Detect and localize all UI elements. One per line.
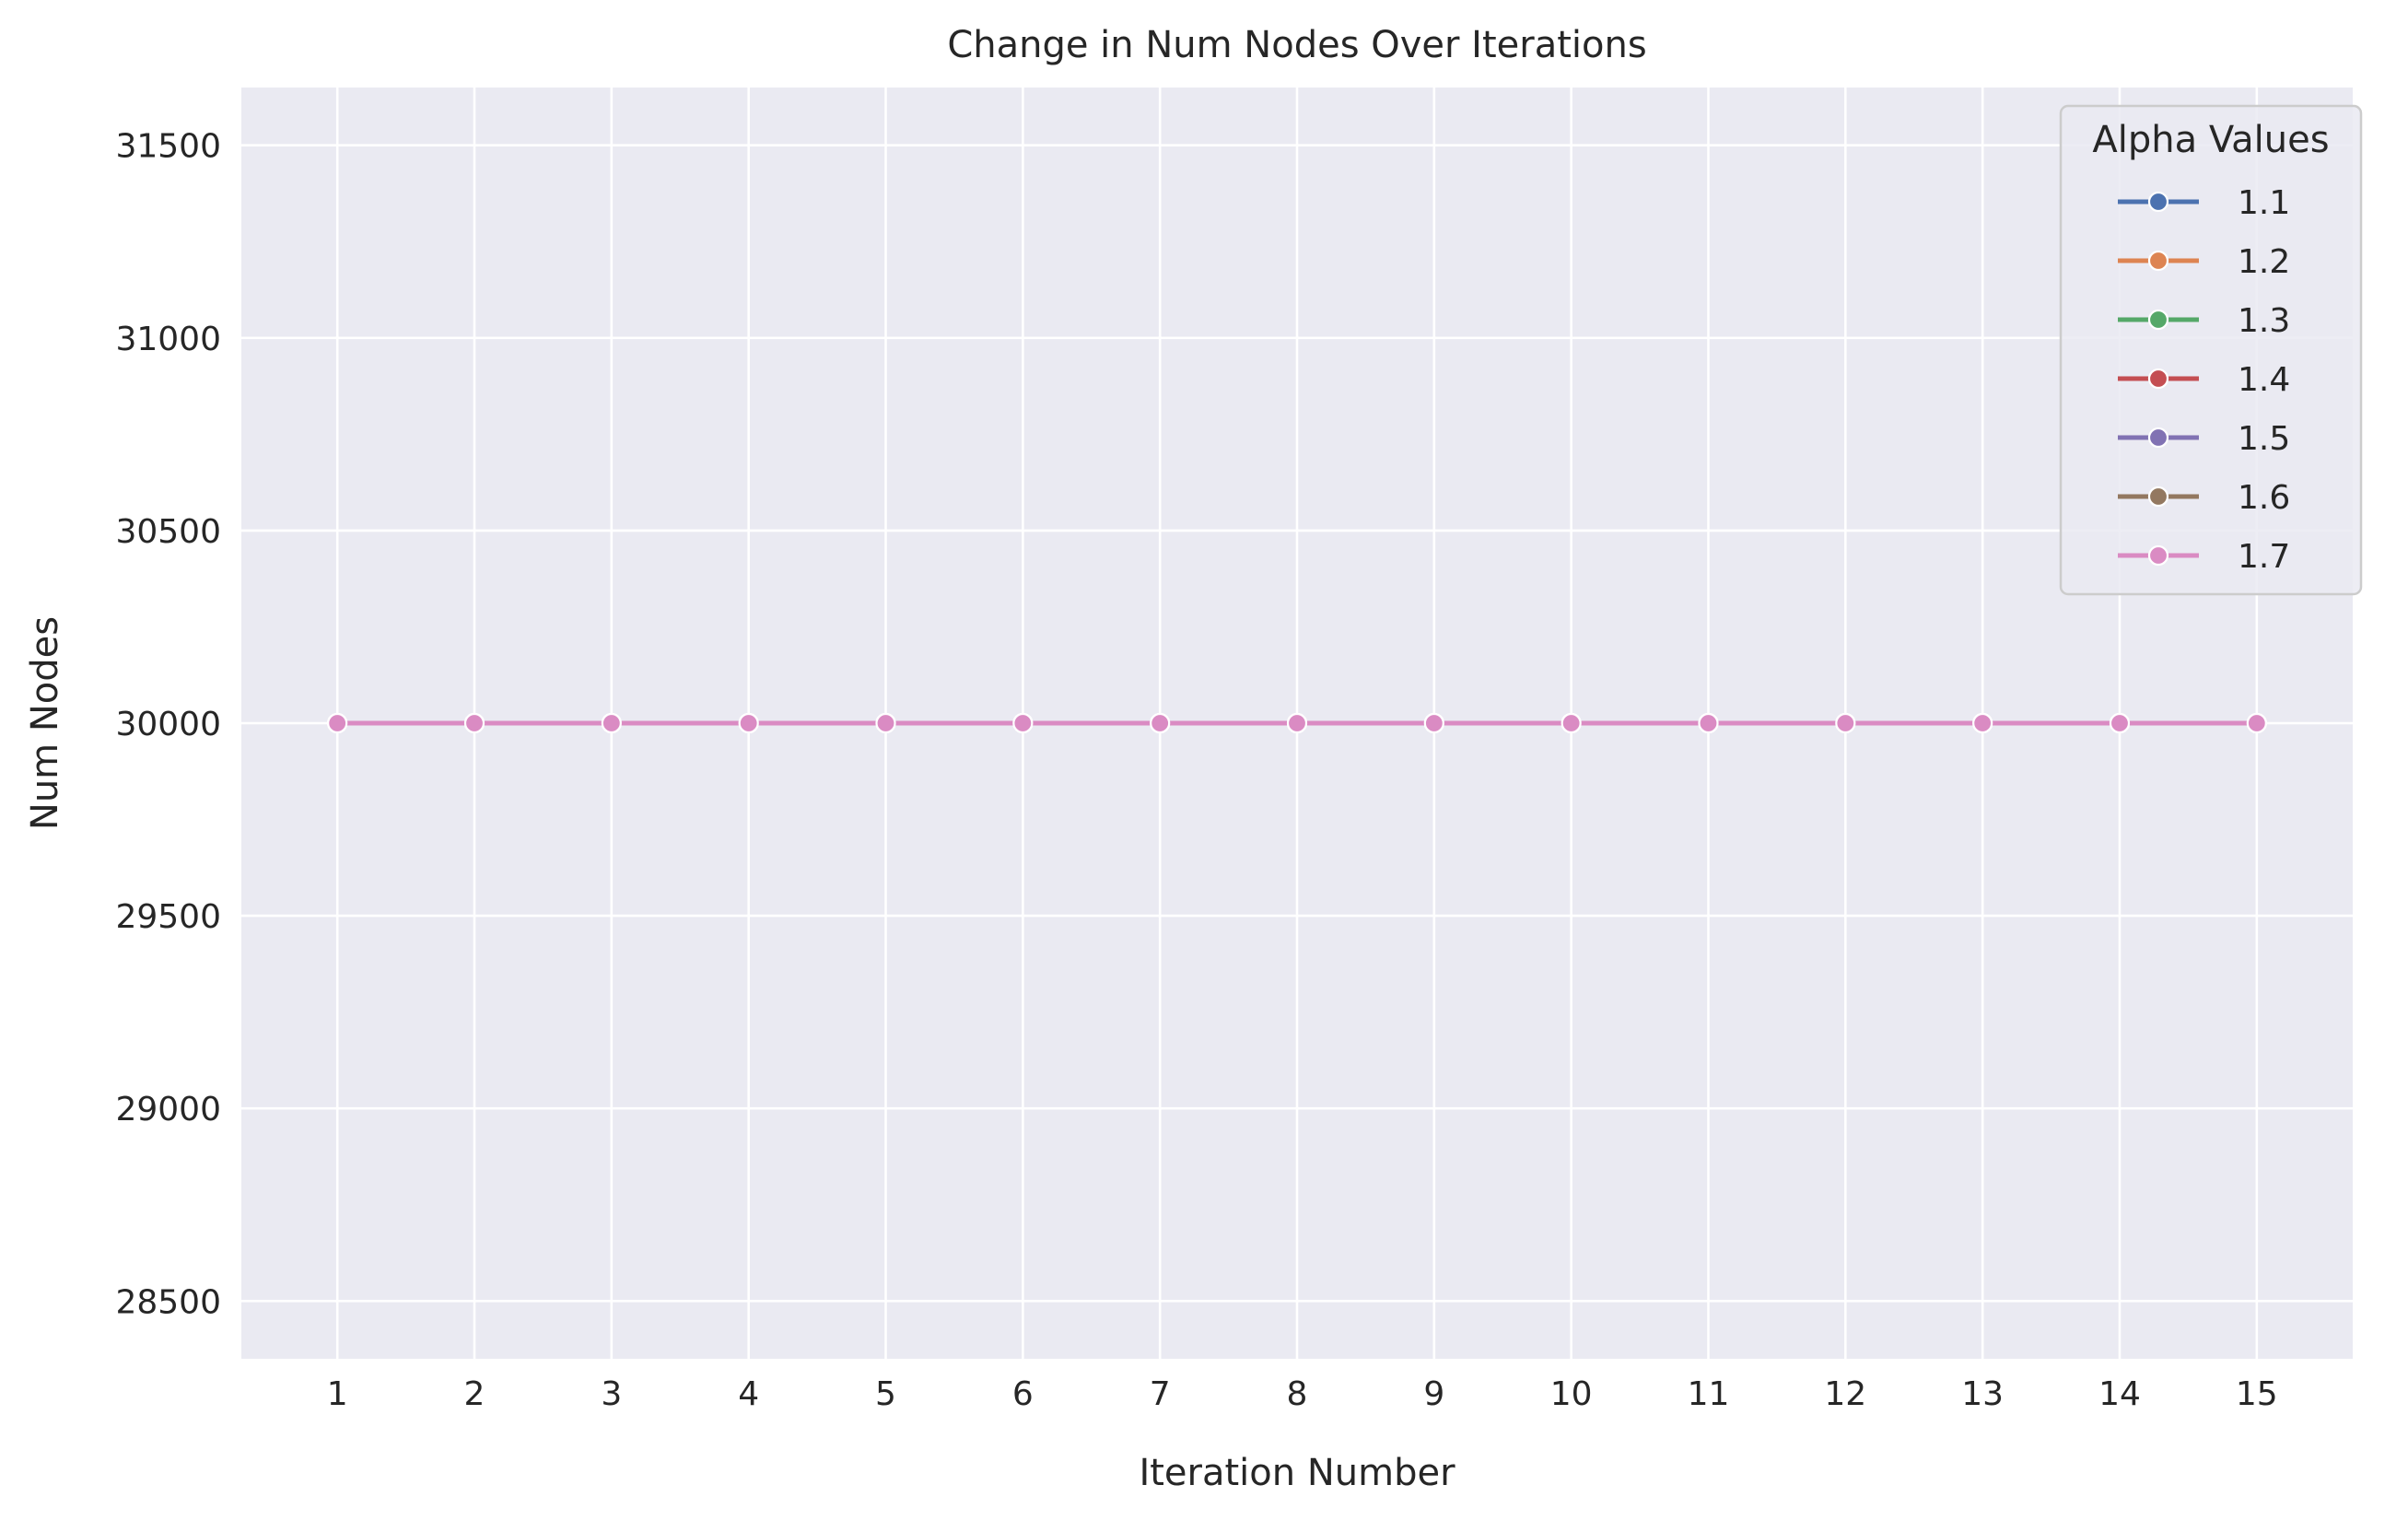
legend-title: Alpha Values — [2092, 119, 2329, 161]
chart-title: Change in Num Nodes Over Iterations — [947, 24, 1646, 66]
x-tick-label: 6 — [1012, 1375, 1034, 1413]
x-tick-label: 14 — [2098, 1375, 2141, 1413]
legend-swatch-marker — [2147, 250, 2169, 272]
legend: Alpha Values 1.1 1.2 1.3 1.4 1.5 1.6 1.7 — [2059, 104, 2363, 596]
legend-item: 1.3 — [2118, 302, 2290, 340]
data-point — [875, 712, 896, 734]
series-1.7 — [327, 712, 2267, 734]
legend-item: 1.7 — [2118, 538, 2290, 576]
y-tick-label: 29500 — [115, 898, 221, 936]
x-tick-label: 15 — [2236, 1375, 2278, 1413]
legend-item: 1.1 — [2118, 184, 2290, 222]
y-tick-label: 29000 — [115, 1091, 221, 1128]
legend-swatch-marker — [2147, 485, 2169, 508]
data-point — [1286, 712, 1308, 734]
series-lines — [327, 712, 2267, 734]
legend-box — [2059, 104, 2363, 596]
x-tick-label: 10 — [1550, 1375, 1593, 1413]
data-point — [2109, 712, 2131, 734]
data-point — [1972, 712, 1993, 734]
legend-label: 1.5 — [2238, 420, 2290, 458]
legend-items: 1.1 1.2 1.3 1.4 1.5 1.6 1.7 — [2118, 184, 2290, 576]
x-tick-label: 8 — [1287, 1375, 1308, 1413]
data-point — [463, 712, 485, 734]
y-axis-label: Num Nodes — [24, 616, 66, 830]
x-tick-label: 7 — [1150, 1375, 1171, 1413]
x-tick-label: 13 — [1961, 1375, 2004, 1413]
data-point — [2246, 712, 2267, 734]
legend-item: 1.5 — [2118, 420, 2290, 458]
y-tick-label: 31000 — [115, 321, 221, 358]
legend-label: 1.2 — [2238, 243, 2290, 281]
legend-label: 1.6 — [2238, 479, 2290, 517]
data-point — [601, 712, 622, 734]
x-tick-label: 2 — [464, 1375, 485, 1413]
data-point — [327, 712, 348, 734]
x-tick-label: 5 — [875, 1375, 896, 1413]
legend-swatch-marker — [2147, 191, 2169, 213]
legend-item: 1.4 — [2118, 361, 2290, 399]
data-point — [1698, 712, 1719, 734]
x-tick-label: 12 — [1824, 1375, 1866, 1413]
legend-label: 1.3 — [2238, 302, 2290, 340]
legend-item: 1.6 — [2118, 479, 2290, 517]
x-tick-label: 1 — [327, 1375, 348, 1413]
x-axis-label: Iteration Number — [1139, 1452, 1455, 1494]
legend-swatch-marker — [2147, 368, 2169, 390]
legend-label: 1.1 — [2238, 184, 2290, 222]
data-point — [1150, 712, 1171, 734]
y-tick-label: 30500 — [115, 513, 221, 551]
data-point — [1423, 712, 1444, 734]
x-tick-label: 3 — [601, 1375, 622, 1413]
legend-label: 1.7 — [2238, 538, 2290, 576]
legend-item: 1.2 — [2118, 243, 2290, 281]
data-point — [1835, 712, 1856, 734]
legend-swatch-marker — [2147, 427, 2169, 449]
y-tick-label: 28500 — [115, 1283, 221, 1321]
legend-label: 1.4 — [2238, 361, 2290, 399]
y-tick-label: 31500 — [115, 128, 221, 166]
y-tick-label: 30000 — [115, 706, 221, 743]
tick-labels: 1 2 3 4 5 6 7 8 9 10 11 12 13 14 152850029000295003000… — [115, 128, 2277, 1413]
x-tick-label: 11 — [1688, 1375, 1730, 1413]
data-point — [738, 712, 759, 734]
legend-swatch-marker — [2147, 544, 2169, 567]
x-tick-label: 9 — [1423, 1375, 1444, 1413]
data-point — [1012, 712, 1034, 734]
legend-swatch-marker — [2147, 309, 2169, 331]
data-point — [1561, 712, 1582, 734]
x-tick-label: 4 — [738, 1375, 759, 1413]
